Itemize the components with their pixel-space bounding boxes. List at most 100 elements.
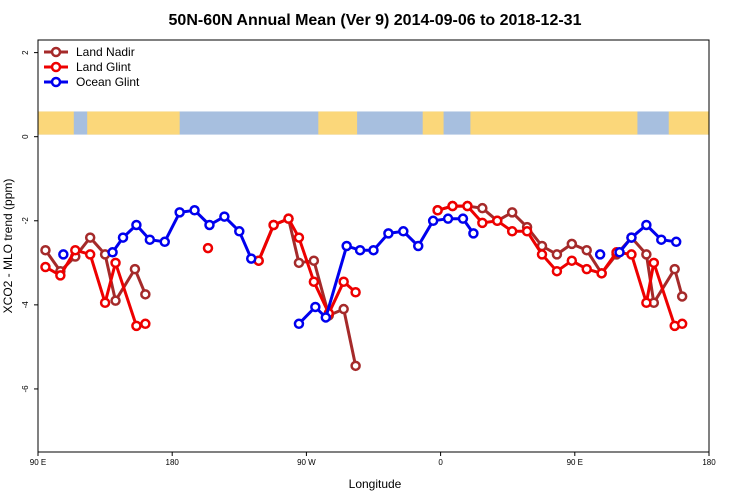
data-point <box>308 255 320 266</box>
y-axis-label: XCO2 - MLO trend (ppm) <box>1 179 15 314</box>
y-tick-label: 0 <box>21 134 30 139</box>
data-point <box>204 219 215 231</box>
legend-marker <box>50 46 62 58</box>
data-point <box>477 217 488 229</box>
legend-marker <box>50 76 62 88</box>
legend-label: Ocean Glint <box>76 75 140 89</box>
x-axis: 90 E 180 90 W 0 90 E 180 <box>30 452 716 467</box>
data-point <box>293 232 305 243</box>
x-tick-label: 90 E <box>30 458 46 467</box>
data-point <box>110 295 121 306</box>
series-line <box>44 248 146 328</box>
data-point <box>107 247 118 258</box>
x-tick-label: 90 W <box>297 458 316 467</box>
data-point <box>40 244 51 256</box>
data-point <box>310 301 321 313</box>
data-point <box>354 244 366 256</box>
data-point <box>350 360 361 372</box>
legend-marker <box>50 61 62 73</box>
data-point <box>641 249 652 260</box>
y-axis: 2 0 -2 -4 -6 <box>21 50 38 393</box>
x-tick-label: 90 E <box>567 458 583 467</box>
data-point <box>432 205 443 216</box>
data-point <box>398 226 409 237</box>
data-point <box>131 219 142 231</box>
map-land <box>668 111 709 135</box>
data-point <box>174 207 185 218</box>
data-point <box>219 211 230 222</box>
data-point <box>457 213 469 224</box>
data-point <box>84 232 96 243</box>
data-point <box>202 242 214 254</box>
data-point <box>368 244 379 256</box>
data-point <box>234 226 245 237</box>
series-line <box>257 217 358 367</box>
legend-label: Land Nadir <box>76 45 135 59</box>
map-land <box>470 111 638 135</box>
data-point <box>427 215 439 227</box>
y-tick-label: -6 <box>21 385 30 393</box>
data-point <box>536 249 548 260</box>
data-point <box>614 247 625 258</box>
data-point <box>131 320 142 332</box>
data-point <box>648 257 660 269</box>
data-point <box>84 249 96 260</box>
data-point <box>594 249 606 260</box>
x-tick-label: 180 <box>702 458 716 467</box>
plot-frame <box>37 39 710 453</box>
y-tick-label: -4 <box>21 301 30 309</box>
data-point <box>521 226 533 237</box>
data-point <box>245 253 257 264</box>
data-point <box>308 276 320 287</box>
data-point <box>58 249 69 260</box>
data-point <box>551 265 563 277</box>
map-land <box>38 111 74 135</box>
data-point <box>189 205 200 216</box>
data-point <box>669 263 680 275</box>
data-point <box>341 240 352 252</box>
data-point <box>412 240 424 252</box>
y-tick-label: -2 <box>21 217 30 225</box>
data-point <box>338 276 349 287</box>
map-band <box>38 111 709 135</box>
data-point <box>320 312 332 323</box>
data-point <box>140 289 151 300</box>
data-point <box>268 219 279 231</box>
chart-title: 50N-60N Annual Mean (Ver 9) 2014-09-06 t… <box>169 12 582 29</box>
data-point <box>656 234 667 245</box>
data-point <box>117 232 129 243</box>
y-tick-label: 2 <box>21 50 30 55</box>
data-point <box>596 268 607 279</box>
data-point <box>338 303 349 315</box>
data-point <box>566 238 578 250</box>
data-point <box>676 318 688 330</box>
data-point <box>506 226 518 237</box>
data-point <box>383 228 394 239</box>
data-point <box>159 236 170 248</box>
data-point <box>140 318 151 330</box>
map-land <box>422 111 444 135</box>
data-point <box>293 318 305 330</box>
data-point <box>566 255 578 266</box>
data-point <box>350 286 361 298</box>
map-land <box>87 111 180 135</box>
data-point <box>99 297 111 309</box>
data-point <box>551 249 563 260</box>
data-point <box>506 207 518 218</box>
data-point <box>641 297 652 309</box>
data-point <box>144 234 156 245</box>
data-point <box>477 202 488 214</box>
map-land <box>318 111 358 135</box>
data-point <box>492 215 503 227</box>
data-point <box>110 257 121 269</box>
data-point <box>626 249 637 260</box>
data-point <box>468 228 479 239</box>
data-point <box>55 270 66 281</box>
x-tick-label: 180 <box>166 458 180 467</box>
data-point <box>293 257 305 269</box>
data-point <box>442 213 454 224</box>
data-point <box>70 244 81 256</box>
data-point <box>462 200 473 212</box>
